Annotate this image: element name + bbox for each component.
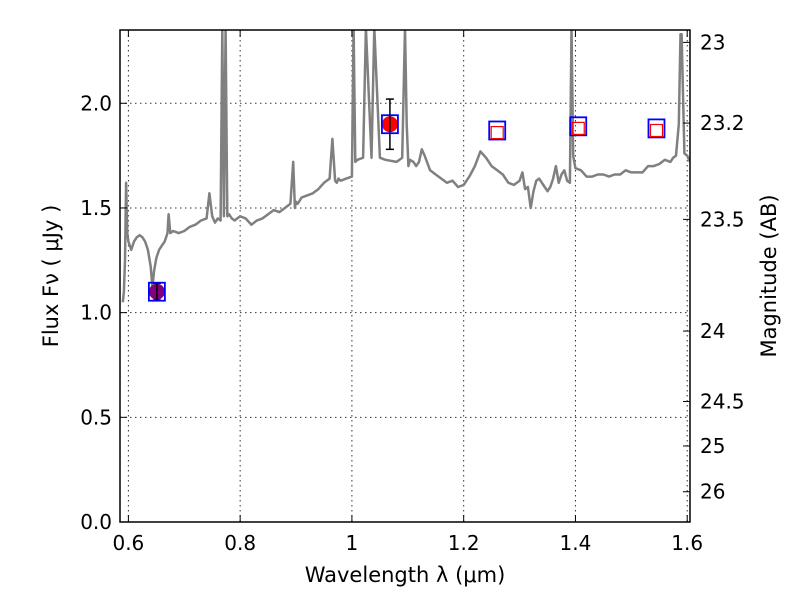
- x-tick-label: 1.2: [448, 531, 480, 555]
- model-photometry-marker: [488, 120, 507, 141]
- ticks-layer: 0.6 0.8 1 1.2 1.4 1.6 0.0 0.5 1.0 1.5 2.0 23 23.2 23.…: [80, 30, 745, 555]
- right-tick-label: 24.5: [700, 390, 745, 414]
- right-tick-label: 23.2: [700, 111, 745, 135]
- model-spectrum-line: [121, 30, 690, 303]
- y-axis-label: Flux Fν ( μJy ): [39, 205, 63, 348]
- right-tick-label: 23.5: [700, 207, 745, 231]
- model-photometry-marker: [647, 118, 666, 139]
- right-tick-label: 24: [700, 319, 725, 343]
- right-tick-label: 25: [700, 434, 725, 458]
- grid-layer: [120, 30, 690, 523]
- right-tick-label: 26: [700, 480, 725, 504]
- right-y-axis-label: Magnitude (AB): [757, 194, 781, 357]
- x-axis-label: Wavelength λ (μm): [305, 563, 506, 587]
- nondetection-marker: [490, 125, 504, 140]
- x-tick-label: 0.8: [224, 531, 256, 555]
- y-tick-label: 2.0: [80, 91, 112, 115]
- x-tick-label: 1.6: [671, 531, 703, 555]
- x-tick-label: 1.4: [560, 531, 592, 555]
- y-tick-label: 0.5: [80, 405, 112, 429]
- nondetection-marker: [571, 121, 585, 136]
- y-tick-label: 0.0: [80, 510, 112, 534]
- right-tick-label: 23: [700, 30, 725, 54]
- spectrum-layer: [121, 30, 690, 303]
- y-tick-label: 1.0: [80, 301, 112, 325]
- plot-frame: [119, 29, 691, 523]
- model-photometry-marker: [381, 114, 399, 135]
- nondetection-marker: [649, 123, 664, 138]
- y-tick-label: 1.5: [80, 196, 112, 220]
- x-tick-label: 1: [346, 531, 359, 555]
- x-tick-label: 0.6: [112, 531, 144, 555]
- model-photometry-marker: [569, 116, 588, 137]
- points-layer: [147, 98, 666, 302]
- model-photometry-marker: [147, 281, 166, 302]
